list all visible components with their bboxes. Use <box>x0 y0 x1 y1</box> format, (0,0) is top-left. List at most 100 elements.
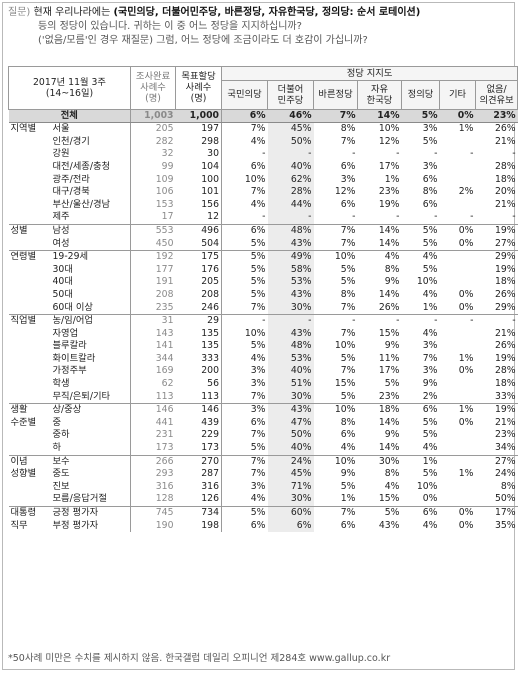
header-line: 없음/ <box>486 83 507 95</box>
party-value: 40% <box>267 160 314 174</box>
table-row: 30대 177 176 5% 58% 5% 8% 5% 19% <box>9 263 518 277</box>
party-value: 5% <box>422 429 438 441</box>
party-value: 43% <box>378 519 400 531</box>
sample-completed: 128 <box>130 493 176 507</box>
party-value: 5% <box>422 135 438 147</box>
table-row: 가정주부 169 200 3% 40% 7% 17% 3% 0% 28% <box>9 365 518 379</box>
footnote: *50사례 미만은 수치를 제시하지 않음. 한국갤럽 데일리 오피니언 제28… <box>8 653 391 664</box>
party-value <box>440 174 476 187</box>
party-value: 43% <box>267 327 314 341</box>
sample-target: 104 <box>175 160 223 174</box>
party-value: 49% <box>267 250 314 264</box>
party-value: 4% <box>250 135 266 147</box>
question-line-1: 질문) 현재 우리나라에는 (국민의당, 더불어민주당, 바른정당, 자유한국당… <box>8 6 513 20</box>
group-label: 지역별 <box>8 122 51 136</box>
header-line: 한국당 <box>366 94 393 106</box>
party-value <box>440 442 476 455</box>
sample-target: 101 <box>175 186 223 199</box>
party-value: 50% <box>267 135 314 149</box>
party-value: 0% <box>458 365 474 377</box>
party-value: 29% <box>475 250 518 264</box>
sample-target: 200 <box>175 365 223 379</box>
subgroup-label: 상/중상 <box>50 403 131 417</box>
subgroup-label: 대구/경북 <box>52 186 90 198</box>
party-value: 15% <box>334 378 356 390</box>
header-line: 정의당 <box>407 89 434 101</box>
group-label: 전체 <box>8 108 131 124</box>
subgroup-label: 자영업 <box>52 327 79 339</box>
sample-completed: 745 <box>130 505 176 520</box>
party-value: - <box>267 148 314 161</box>
party-value: 1% <box>439 122 476 136</box>
party-value: 21% <box>494 198 516 210</box>
party-value: 5% <box>422 263 438 275</box>
party-value: 10% <box>313 403 358 417</box>
party-value: - <box>221 314 268 328</box>
party-value: - <box>434 148 438 160</box>
party-value: 34% <box>494 442 516 454</box>
party-value: 5% <box>250 442 266 454</box>
sample-completed: 143 <box>130 327 176 341</box>
subgroup-label: 40대 <box>52 276 73 288</box>
subgroup-label: 여성 <box>52 237 70 249</box>
party-value: 6% <box>221 223 268 238</box>
party-value: 24% <box>494 468 516 480</box>
party-value: - <box>262 148 266 160</box>
group-label: 성향별 <box>10 468 37 480</box>
party-support-header: 정당 지지도 <box>221 66 519 81</box>
sample-target: 126 <box>175 493 223 507</box>
party-value: 44% <box>267 198 314 212</box>
table-row: 수준별 중 441 439 6% 47% 8% 14% 5% 0% 21% <box>9 416 518 430</box>
party-value: 8% <box>422 186 438 198</box>
subgroup-label: 가정주부 <box>52 365 87 377</box>
party-value: 6% <box>401 403 440 417</box>
sample-target: 734 <box>175 505 223 520</box>
party-value: - <box>439 314 476 328</box>
party-value: 3% <box>221 403 268 417</box>
party-value <box>440 429 476 442</box>
subgroup-label: 중도 <box>52 468 70 480</box>
party-value: 14% <box>357 223 402 238</box>
party-value: - <box>352 211 356 223</box>
group-label <box>9 481 51 494</box>
party-value: - <box>401 314 440 328</box>
sample-completed: 191 <box>130 276 176 289</box>
table-row: 50대 208 208 5% 43% 8% 14% 4% 0% 26% <box>9 288 518 302</box>
subgroup-label: 블루칼라 <box>52 340 87 352</box>
group-label <box>9 186 51 199</box>
party-value: 53% <box>267 276 314 289</box>
party-value: 7% <box>313 108 358 124</box>
party-value: 27% <box>494 237 516 249</box>
party-value: 50% <box>267 429 314 443</box>
party-value: 3% <box>250 378 266 390</box>
period-line-1: 2017년 11월 3주 <box>33 76 106 88</box>
party-value: 7% <box>313 223 358 238</box>
sample-completed: 141 <box>130 340 176 353</box>
party-value: 50% <box>494 493 516 505</box>
party-value: 14% <box>378 442 400 454</box>
sample-completed: 173 <box>130 442 176 456</box>
header-line: 조사완료 <box>135 71 171 83</box>
party-value: 7% <box>250 429 266 441</box>
sample-target: 56 <box>175 378 223 391</box>
party-value <box>440 328 476 341</box>
party-value: 18% <box>494 173 516 185</box>
sample-completed: 235 <box>130 301 176 315</box>
table-row: 제주 17 12- - - - - - - <box>9 211 518 225</box>
party-value: - <box>396 211 400 223</box>
party-value: 12% <box>334 186 356 198</box>
party-value: 19% <box>475 403 518 417</box>
question-parties: (국민의당, 더불어민주당, 바른정당, 자유한국당, 정의당: 순서 로테이션… <box>113 7 421 18</box>
party-value: 0% <box>458 237 474 249</box>
party-value: 3% <box>422 340 438 352</box>
party-column-header: 정의당 <box>401 79 441 110</box>
party-value: 20% <box>494 186 516 198</box>
sample-completed: 208 <box>130 288 176 302</box>
party-value: 4% <box>422 442 438 454</box>
group-label: 생활 <box>8 403 51 417</box>
party-value: 17% <box>475 505 518 520</box>
sample-target: 197 <box>175 122 223 136</box>
table-row: 대전/세종/충청 99 104 6% 40% 6% 17% 3% 28% <box>9 160 518 174</box>
party-value: 71% <box>267 480 314 494</box>
party-value: 0% <box>439 505 476 520</box>
